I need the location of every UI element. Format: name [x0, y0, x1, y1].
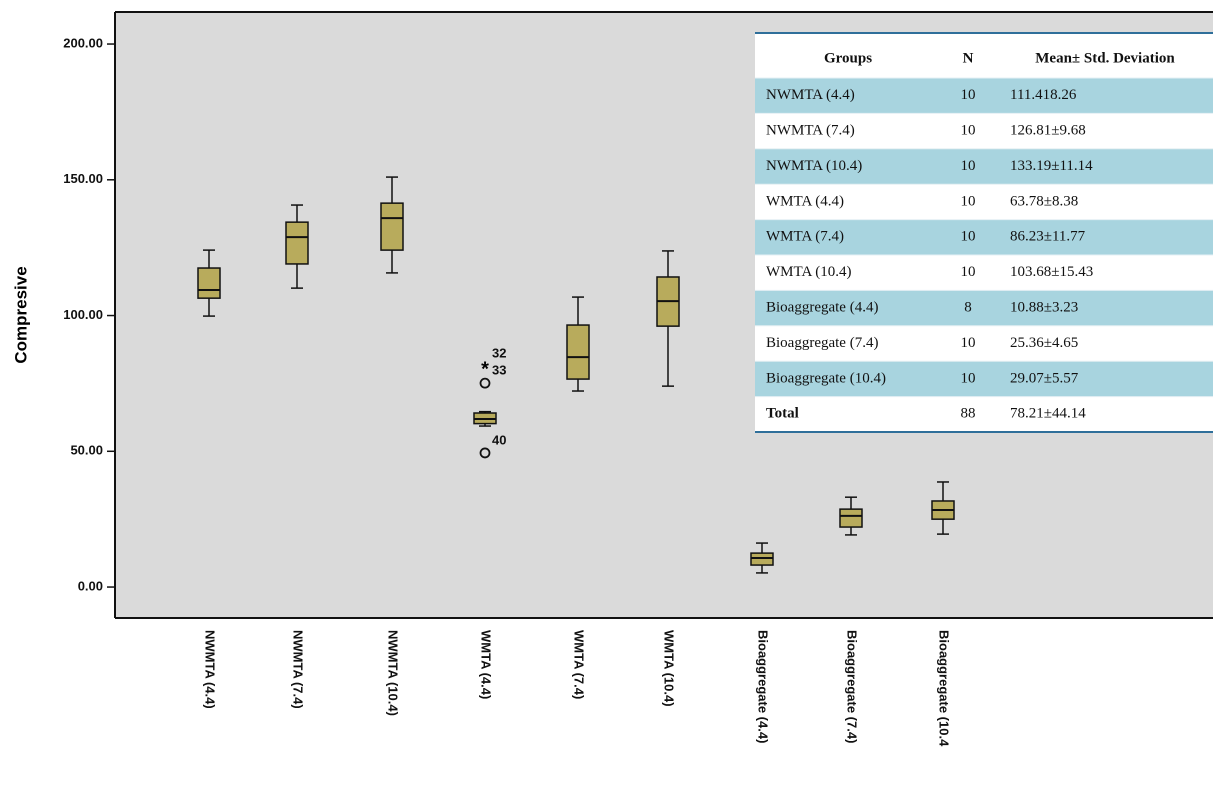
table-cell: 10 — [961, 370, 976, 386]
x-tick-label: NWMTA (10.4) — [386, 630, 401, 716]
y-axis-title: Compresive — [11, 266, 30, 363]
x-tick-label: WMTA (10.4) — [662, 630, 677, 707]
box — [839, 508, 863, 528]
table-cell: WMTA (4.4) — [766, 193, 844, 209]
table-cell: 133.19±11.14 — [1010, 158, 1093, 174]
table-cell: 8 — [964, 300, 972, 316]
table-cell: NWMTA (4.4) — [766, 87, 855, 103]
y-tick-label: 0.00 — [78, 578, 103, 593]
box — [750, 552, 774, 566]
box — [285, 221, 309, 265]
y-tick-label: 150.00 — [63, 171, 103, 186]
outlier — [479, 447, 491, 459]
table-cell: WMTA (10.4) — [766, 264, 851, 280]
outlier-label: 33 — [492, 363, 506, 378]
table-cell: 10 — [961, 264, 976, 280]
table-header: N — [963, 50, 974, 66]
table-cell: 10 — [961, 229, 976, 245]
table-cell: 103.68±15.43 — [1010, 264, 1093, 280]
table-cell: 63.78±8.38 — [1010, 193, 1078, 209]
table-cell: Bioaggregate (7.4) — [766, 335, 878, 351]
table-cell: 10 — [961, 193, 976, 209]
table-cell: 88 — [961, 406, 976, 422]
outlier-label: 40 — [492, 432, 506, 447]
table-cell: 78.21±44.14 — [1010, 406, 1086, 422]
table-cell: 126.81±9.68 — [1010, 123, 1086, 139]
table-cell: Bioaggregate (4.4) — [766, 300, 878, 316]
table-cell: NWMTA (7.4) — [766, 123, 855, 139]
y-tick-label: 50.00 — [70, 443, 103, 458]
x-tick-label: Bioaggregate (4.4) — [756, 630, 771, 743]
table-cell: NWMTA (10.4) — [766, 158, 862, 174]
table-cell: 29.07±5.57 — [1010, 370, 1079, 386]
outlier-label: 32 — [492, 345, 506, 360]
table-row-band — [755, 219, 1213, 255]
table-row-band — [755, 148, 1213, 185]
table-cell: 10 — [961, 123, 976, 139]
box — [197, 267, 221, 299]
x-tick-label: Bioaggregate (10.4 — [937, 630, 952, 747]
outlier — [479, 377, 491, 389]
table-cell: 25.36±4.65 — [1010, 335, 1078, 351]
table-cell: 10 — [961, 335, 976, 351]
outlier: * — [481, 358, 489, 380]
x-tick-label: Bioaggregate (7.4) — [845, 630, 860, 743]
table-cell: 10 — [961, 87, 976, 103]
table-header: Groups — [824, 50, 872, 66]
x-tick-label: NWMTA (4.4) — [203, 630, 218, 709]
table-cell: Total — [766, 406, 799, 422]
table-cell: Bioaggregate (10.4) — [766, 370, 886, 386]
y-tick-label: 100.00 — [63, 307, 103, 322]
table-cell: WMTA (7.4) — [766, 229, 844, 245]
table-cell: 86.23±11.77 — [1010, 229, 1086, 245]
table-row-band — [755, 361, 1213, 397]
box — [566, 324, 590, 380]
table-cell: 111.418.26 — [1010, 87, 1077, 103]
y-tick-label: 200.00 — [63, 35, 103, 50]
table-cell: 10 — [961, 158, 976, 174]
table-row-band — [755, 78, 1213, 114]
box — [380, 202, 404, 251]
table-header: Mean± Std. Deviation — [1035, 50, 1175, 66]
x-tick-label: WMTA (4.4) — [479, 630, 494, 699]
table-cell: 10.88±3.23 — [1010, 300, 1078, 316]
table-row-band — [755, 290, 1213, 326]
x-tick-label: WMTA (7.4) — [572, 630, 587, 699]
x-tick-label: NWMTA (7.4) — [291, 630, 306, 709]
